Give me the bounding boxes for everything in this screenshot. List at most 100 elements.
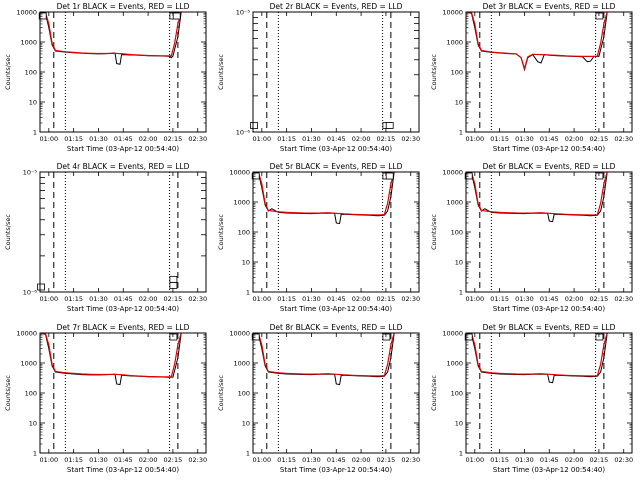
det-8r-series-0 — [253, 333, 395, 386]
det-7r-y-axis-label: Counts/sec — [4, 375, 12, 411]
det-4r-title: Det 4r BLACK = Events, RED = LLD — [57, 162, 190, 171]
det-8r-x-tick-label-4: 02:00 — [352, 456, 371, 464]
det-4r-marker-1 — [169, 275, 178, 283]
det-3r-y-tick-label-0: 1 — [459, 129, 463, 137]
det-7r-y-tick-label-4: 10000 — [16, 330, 37, 338]
det-9r-y-axis-label: Counts/sec — [430, 375, 438, 411]
det-5r-series-1 — [253, 172, 395, 216]
det-7r-marker-0 — [169, 333, 178, 341]
det-4r-y-tick-label-0: 10⁻⁶ — [23, 289, 38, 297]
det-6r-y-tick-label-0: 1 — [459, 289, 463, 297]
det-8r-panel: Det 8r BLACK = Events, RED = LLD Counts/s… — [217, 323, 420, 474]
det-8r-x-tick-label-2: 01:30 — [302, 456, 321, 464]
det-1r-x-tick-label-4: 02:00 — [139, 135, 158, 143]
det-5r-y-tick-label-2: 100 — [238, 229, 250, 237]
det-7r-panel: Det 7r BLACK = Events, RED = LLD Counts/s… — [4, 323, 207, 474]
det-7r-y-tick-label-3: 1000 — [20, 360, 37, 368]
det-1r-title: Det 1r BLACK = Events, RED = LLD — [57, 2, 190, 11]
det-4r-x-tick-label-2: 01:30 — [89, 295, 108, 303]
det-2r-title: Det 2r BLACK = Events, RED = LLD — [270, 2, 403, 11]
det-7r-y-tick-label-1: 10 — [29, 420, 37, 428]
det-6r-y-axis-label: Counts/sec — [430, 214, 438, 250]
det-5r-x-axis-label: Start Time (03-Apr-12 00:54:40) — [280, 305, 392, 313]
det-6r-y-tick-label-2: 100 — [451, 229, 463, 237]
det-2r-x-tick-label-6: 02:30 — [401, 135, 420, 143]
det-3r-x-tick-label-3: 01:45 — [540, 135, 559, 143]
det-7r-y-tick-label-0: 1 — [33, 450, 37, 458]
det-1r-x-tick-label-1: 01:15 — [64, 135, 83, 143]
det-4r-x-tick-label-1: 01:15 — [64, 295, 83, 303]
det-1r-x-tick-label-0: 01:00 — [39, 135, 58, 143]
det-1r-marker-2 — [172, 12, 181, 20]
det-2r-x-tick-label-2: 01:30 — [302, 135, 321, 143]
det-9r-x-axis-label: Start Time (03-Apr-12 00:54:40) — [493, 466, 605, 474]
det-6r-x-axis-label: Start Time (03-Apr-12 00:54:40) — [493, 305, 605, 313]
det-3r-y-axis-label: Counts/sec — [430, 54, 438, 90]
det-1r-x-tick-label-3: 01:45 — [114, 135, 133, 143]
det-8r-y-tick-label-2: 100 — [238, 390, 250, 398]
det-1r-y-tick-label-1: 10 — [29, 99, 37, 107]
det-5r-x-tick-label-6: 02:30 — [401, 295, 420, 303]
det-2r-x-tick-label-0: 01:00 — [252, 135, 271, 143]
det-9r-y-tick-label-3: 1000 — [446, 360, 463, 368]
det-7r-x-tick-label-3: 01:45 — [114, 456, 133, 464]
det-9r-x-tick-label-3: 01:45 — [540, 456, 559, 464]
det-8r-x-tick-label-5: 02:15 — [377, 456, 396, 464]
det-2r-marker-2 — [385, 122, 394, 129]
det-9r-x-tick-label-2: 01:30 — [515, 456, 534, 464]
det-8r-x-axis-label: Start Time (03-Apr-12 00:54:40) — [280, 466, 392, 474]
det-2r-y-axis-label: Counts/sec — [217, 54, 225, 90]
det-6r-y-tick-label-3: 1000 — [446, 199, 463, 207]
det-1r-x-tick-label-2: 01:30 — [89, 135, 108, 143]
det-3r-x-axis-label: Start Time (03-Apr-12 00:54:40) — [493, 145, 605, 153]
det-5r-marker-2 — [385, 172, 394, 180]
det-8r-series-1 — [253, 333, 395, 377]
det-5r-y-tick-label-3: 1000 — [233, 199, 250, 207]
det-9r-marker-1 — [595, 333, 604, 341]
det-2r-y-tick-label-0: 10⁻⁶ — [236, 129, 251, 137]
det-3r-y-tick-label-4: 10000 — [442, 9, 463, 17]
det-4r-marker-0 — [37, 283, 45, 291]
det-1r-x-tick-label-6: 02:30 — [188, 135, 207, 143]
det-8r-marker-0 — [251, 333, 260, 341]
det-7r-x-tick-label-0: 01:00 — [39, 456, 58, 464]
det-4r-y-axis-label: Counts/sec — [4, 214, 12, 250]
det-3r-y-tick-label-3: 1000 — [446, 39, 463, 47]
det-8r-x-tick-label-0: 01:00 — [252, 456, 271, 464]
det-9r-marker-0 — [464, 333, 473, 341]
det-3r-y-tick-label-1: 10 — [455, 99, 463, 107]
det-5r-x-tick-label-0: 01:00 — [252, 295, 271, 303]
det-7r-series-1 — [40, 333, 182, 378]
det-7r-x-tick-label-6: 02:30 — [188, 456, 207, 464]
det-2r-panel: Det 2r BLACK = Events, RED = LLD Counts/s… — [217, 2, 420, 153]
det-3r-x-tick-label-0: 01:00 — [465, 135, 484, 143]
det-8r-y-tick-label-3: 1000 — [233, 360, 250, 368]
det-3r-x-tick-label-4: 02:00 — [565, 135, 584, 143]
det-9r-y-tick-label-2: 100 — [451, 390, 463, 398]
det-2r-x-axis-label: Start Time (03-Apr-12 00:54:40) — [280, 145, 392, 153]
det-6r-title: Det 6r BLACK = Events, RED = LLD — [483, 162, 616, 171]
det-9r-series-0 — [466, 333, 608, 384]
det-5r-y-axis-label: Counts/sec — [217, 214, 225, 250]
det-9r-panel: Det 9r BLACK = Events, RED = LLD Counts/s… — [430, 323, 633, 474]
det-8r-y-axis-label: Counts/sec — [217, 375, 225, 411]
det-7r-x-tick-label-2: 01:30 — [89, 456, 108, 464]
det-1r-y-tick-label-0: 1 — [33, 129, 37, 137]
det-5r-x-tick-label-3: 01:45 — [327, 295, 346, 303]
det-6r-x-tick-label-5: 02:15 — [590, 295, 609, 303]
det-2r-marker-0 — [250, 122, 258, 129]
det-6r-x-tick-label-1: 01:15 — [490, 295, 509, 303]
det-3r-title: Det 3r BLACK = Events, RED = LLD — [483, 2, 616, 11]
det-1r-y-tick-label-4: 10000 — [16, 9, 37, 17]
det-2r-x-tick-label-3: 01:45 — [327, 135, 346, 143]
det-5r-y-tick-label-0: 1 — [246, 289, 250, 297]
det-1r-y-tick-label-3: 1000 — [20, 39, 37, 47]
det-6r-y-tick-label-4: 10000 — [442, 169, 463, 177]
det-3r-x-tick-label-1: 01:15 — [490, 135, 509, 143]
det-1r-series-0 — [40, 12, 182, 65]
det-6r-series-1 — [466, 172, 608, 216]
det-1r-x-tick-label-5: 02:15 — [164, 135, 183, 143]
det-1r-x-axis-label: Start Time (03-Apr-12 00:54:40) — [67, 145, 179, 153]
det-5r-x-tick-label-2: 01:30 — [302, 295, 321, 303]
